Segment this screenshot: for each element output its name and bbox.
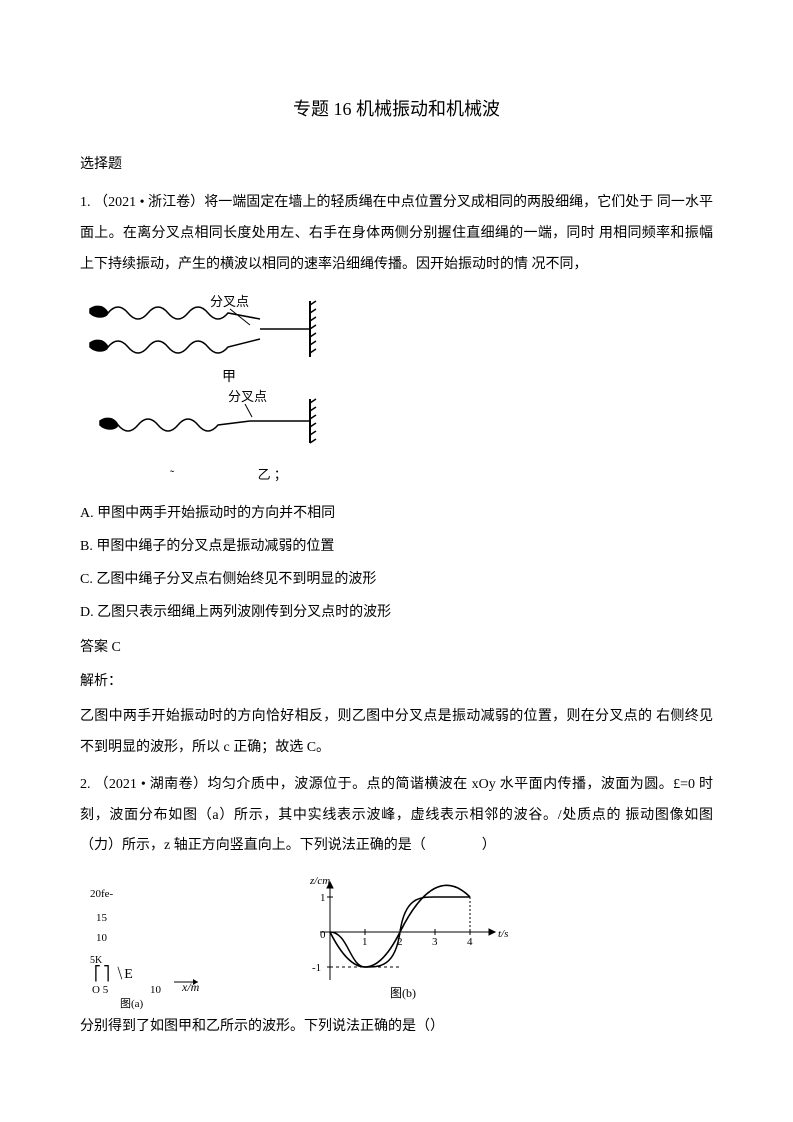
xtick-3: 3 [432,936,438,948]
section-label: 选择题 [80,150,713,181]
ylabel-20: 20fe- [90,882,113,906]
bottom-o: O 5 [92,978,108,1002]
q2-charts: 20fe- 15 10 5K ⎡⎤ ⧹E O 5 10 x/m 图(a) [90,872,713,1002]
q1-option-c: C. 乙图中绳子分叉点右侧始终见不到明显的波形 [80,565,713,596]
bottom-10: 10 [150,978,161,1002]
tilde: ˜ [170,467,174,482]
fork-label-1: 分叉点 [210,294,249,309]
q1-figure: 分叉点 甲 分叉点 ˜ 乙 ； [80,291,713,490]
colon-mark: ； [274,467,287,482]
ytick-0: 0 [320,929,326,941]
ytick-1: 1 [320,892,326,904]
q2-stem: 2. （2021 • 湖南卷）均匀介质中，波源位于。点的简谐横波在 xOy 水平… [80,770,713,862]
xaxis-label-a: x/m [182,974,199,1000]
q1-answer: 答案 C [80,633,713,664]
xlabel-b: t/s [498,928,508,940]
q1-option-b: B. 甲图中绳子的分叉点是振动减弱的位置 [80,532,713,563]
q1-explanation: 乙图中两手开始振动时的方向恰好相反，则乙图中分叉点是振动减弱的位置，则在分叉点的… [80,702,713,764]
fork-label-2: 分叉点 [228,389,267,404]
xtick-4: 4 [467,936,473,948]
ytick-m1: -1 [312,962,321,974]
wave-rope-figure: 分叉点 甲 分叉点 [80,291,380,471]
q1-stem: 1. （2021 • 浙江卷）将一端固定在墙上的轻质绳在中点位置分叉成相同的两股… [80,188,713,280]
caption-a: 图(a) [120,992,143,1016]
ylabel-b: z/cm [309,875,330,887]
ylabel-10: 10 [96,926,107,950]
q1-explanation-label: 解析： [80,667,713,698]
chart-a: 20fe- 15 10 5K ⎡⎤ ⧹E O 5 10 x/m 图(a) [90,882,230,1002]
caption-yi: 乙 [258,467,271,482]
caption-jia: 甲 [222,370,236,385]
chart-b: z/cm 1 0 -1 1 2 3 4 t/s 图(b) [290,872,510,1002]
caption-b: 图(b) [390,986,416,1000]
q1-option-d: D. 乙图只表示细绳上两列波刚传到分叉点时的波形 [80,598,713,629]
xtick-1: 1 [362,936,368,948]
q1-option-a: A. 甲图中两手开始振动时的方向并不相同 [80,499,713,530]
page-title: 专题 16 机械振动和机械波 [80,90,713,130]
trailing-line: 分别得到了如图甲和乙所示的波形。下列说法正确的是（） [80,1012,713,1043]
xtick-2: 2 [397,936,403,948]
